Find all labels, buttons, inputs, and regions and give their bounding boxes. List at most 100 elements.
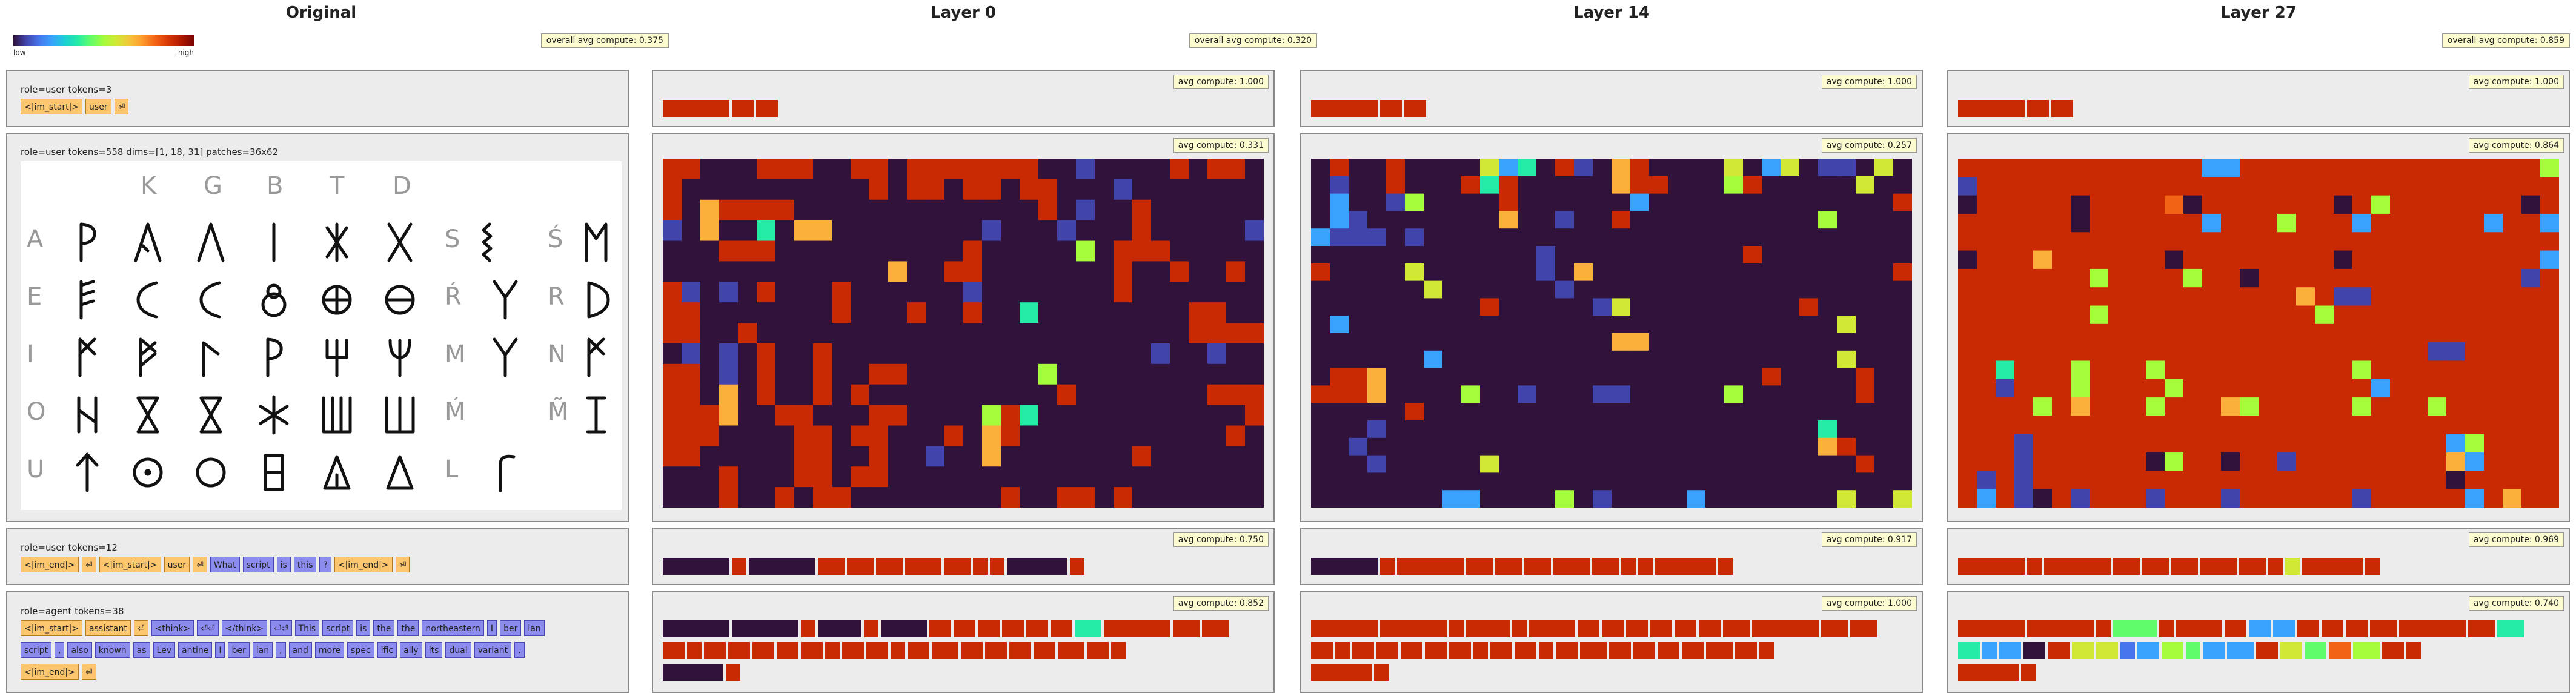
- heatmap-cell: [1574, 211, 1593, 229]
- heatmap-cell: [1349, 368, 1368, 386]
- title-layer0: Layer 0: [931, 4, 996, 22]
- compute-segment: [732, 100, 754, 117]
- heatmap-cell: [2277, 268, 2297, 288]
- token-chip: the: [397, 620, 419, 636]
- heatmap-cell: [1574, 368, 1593, 386]
- heatmap-cell: [2465, 434, 2485, 453]
- heatmap-cell: [2014, 471, 2034, 490]
- row-letter: A: [27, 225, 44, 253]
- heatmap-cell: [1996, 305, 2015, 325]
- heatmap-cell: [907, 220, 926, 242]
- heatmap-cell: [719, 302, 739, 323]
- heatmap-cell: [2371, 360, 2391, 380]
- heatmap-cell: [1856, 228, 1875, 247]
- heatmap-cell: [2446, 305, 2466, 325]
- compute-segment: [1602, 620, 1624, 637]
- heatmap-cell: [1151, 466, 1170, 488]
- heatmap-cell: [794, 240, 814, 262]
- heatmap-cell: [2428, 434, 2447, 453]
- heatmap-cell: [1977, 250, 1996, 270]
- heatmap-cell: [813, 343, 832, 365]
- heatmap-cell: [1057, 261, 1077, 282]
- layer-2-block-3: avg compute: 0.969: [1947, 528, 2570, 585]
- heatmap-cell: [1001, 446, 1020, 467]
- compute-segment: [2200, 558, 2237, 575]
- heatmap-cell: [1001, 199, 1020, 221]
- heatmap-cell: [1405, 316, 1424, 334]
- heatmap-cell: [1536, 333, 1556, 351]
- heatmap-cell: [2221, 379, 2240, 398]
- heatmap-cell: [2014, 452, 2034, 471]
- compute-segment: [2186, 642, 2200, 659]
- heatmap-cell: [2352, 416, 2372, 435]
- heatmap-cell: [2521, 287, 2541, 306]
- heatmap-cell: [1480, 211, 1499, 229]
- compute-segment: [978, 620, 1000, 637]
- heatmap-cell: [963, 323, 983, 344]
- heatmap-cell: [2240, 379, 2259, 398]
- heatmap-cell: [2259, 287, 2278, 306]
- glyph-c: [136, 281, 158, 319]
- heatmap-cell: [1762, 385, 1781, 403]
- heatmap-cell: [1499, 472, 1518, 491]
- compute-segment: [1752, 620, 1819, 637]
- token-chip: .: [514, 642, 525, 658]
- heatmap-cell: [1705, 455, 1725, 473]
- glyph-triI: [323, 455, 351, 490]
- heatmap-cell: [2108, 213, 2128, 233]
- heatmap-cell: [869, 282, 889, 303]
- compute-segment: [2370, 620, 2397, 637]
- heatmap-cell: [1893, 316, 1912, 334]
- compute-segment: [1490, 642, 1512, 659]
- heatmap-cell: [1724, 420, 1744, 439]
- token-chip: ?: [319, 557, 331, 572]
- heatmap-cell: [1649, 298, 1668, 316]
- heatmap-cell: [1837, 403, 1856, 421]
- heatmap-cell: [1189, 179, 1208, 200]
- heatmap-cell: [1518, 193, 1537, 211]
- heatmap-cell: [1818, 316, 1837, 334]
- heatmap-cell: [2240, 305, 2259, 325]
- heatmap-cell: [2409, 379, 2428, 398]
- heatmap-cell: [2127, 471, 2146, 490]
- heatmap-cell: [2390, 159, 2409, 177]
- heatmap-cell: [719, 363, 739, 385]
- heatmap-cell: [2296, 159, 2315, 177]
- compute-segment: [2346, 620, 2368, 637]
- heatmap-cell: [2296, 452, 2315, 471]
- heatmap-cell: [1405, 333, 1424, 351]
- heatmap-cell: [1874, 316, 1894, 334]
- glyph-c: [199, 281, 221, 319]
- heatmap-cell: [2202, 250, 2222, 270]
- heatmap-cell: [2277, 305, 2297, 325]
- compute-segment: [752, 642, 774, 659]
- heatmap-cell: [2296, 305, 2315, 325]
- heatmap-cell: [1630, 420, 1650, 439]
- heatmap-cell: [1020, 425, 1039, 446]
- heatmap-cell: [944, 159, 964, 180]
- heatmap-cell: [1977, 397, 1996, 416]
- heatmap-cell: [1367, 437, 1387, 456]
- heatmap-cell: [757, 240, 776, 262]
- compute-segment: [1556, 642, 1578, 659]
- heatmap-cell: [2259, 489, 2278, 508]
- heatmap-cell: [1687, 228, 1706, 247]
- heatmap-cell: [2352, 471, 2372, 490]
- heatmap-cell: [1743, 263, 1762, 282]
- heatmap-cell: [1189, 363, 1208, 385]
- heatmap-cell: [2371, 213, 2391, 233]
- heatmap-cell: [663, 302, 682, 323]
- heatmap-cell: [2409, 305, 2428, 325]
- heatmap-cell: [1226, 282, 1246, 303]
- compute-segment: [732, 558, 746, 575]
- heatmap-cell: [2334, 250, 2353, 270]
- compute-segment: [876, 558, 903, 575]
- heatmap-cell: [1461, 159, 1481, 177]
- token-chip: script: [242, 557, 274, 572]
- heatmap-cell: [2409, 489, 2428, 508]
- token-chip: as: [133, 642, 150, 658]
- heatmap-cell: [1114, 425, 1133, 446]
- heatmap-cell: [1958, 287, 1977, 306]
- heatmap-cell: [1996, 232, 2015, 251]
- heatmap-cell: [2259, 232, 2278, 251]
